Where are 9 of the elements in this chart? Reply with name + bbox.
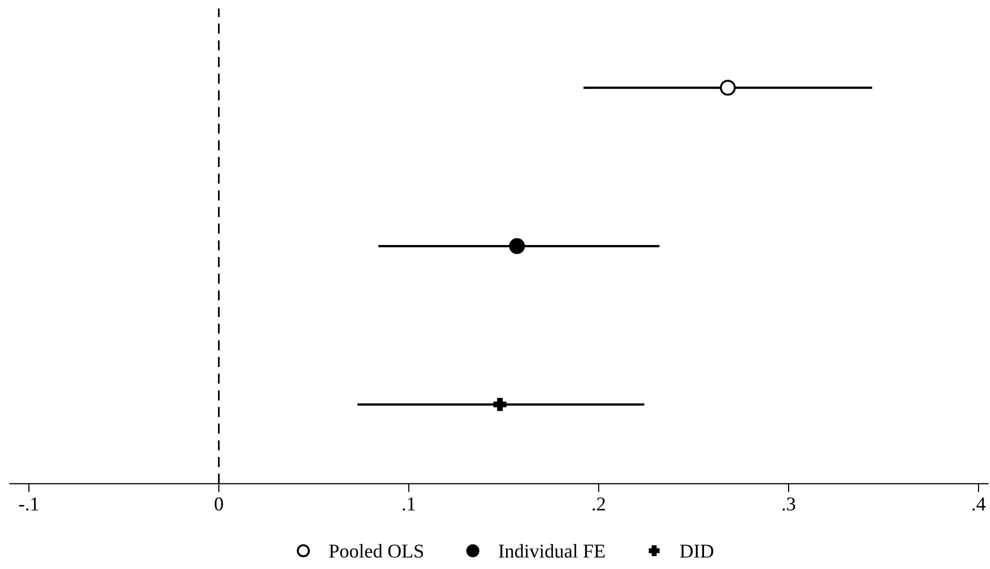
legend-label: DID — [680, 544, 714, 558]
x-tick-label: 0 — [214, 497, 223, 511]
x-tick-label: -.1 — [19, 498, 38, 511]
x-tick-label: .3 — [782, 497, 796, 511]
legend-label: Individual FE — [498, 544, 605, 558]
x-tick-label: .1 — [402, 498, 415, 511]
legend-label: Pooled OLS — [329, 544, 424, 558]
x-tick-label: .4 — [972, 498, 986, 511]
x-tick-label: .2 — [592, 497, 605, 511]
